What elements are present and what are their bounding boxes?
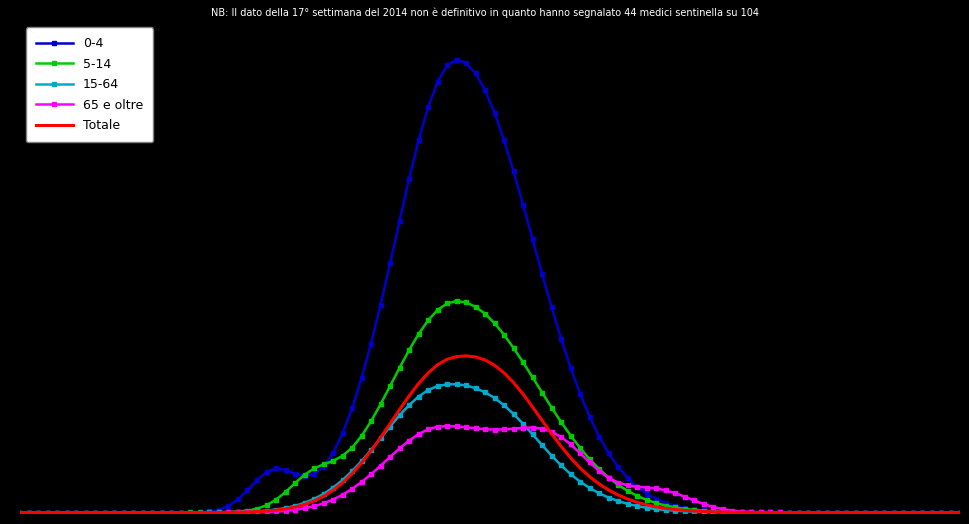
Text: NB: Il dato della 17° settimana del 2014 non è definitivo in quanto hanno segnal: NB: Il dato della 17° settimana del 2014… bbox=[211, 8, 758, 18]
Legend: 0-4, 5-14, 15-64, 65 e oltre, Totale: 0-4, 5-14, 15-64, 65 e oltre, Totale bbox=[25, 27, 153, 142]
Totale bbox=[460, 353, 472, 359]
0-4 bbox=[232, 496, 243, 503]
0-4 bbox=[507, 168, 518, 174]
Totale bbox=[916, 509, 927, 516]
Totale bbox=[14, 509, 25, 516]
Totale bbox=[232, 509, 243, 516]
5-14 bbox=[194, 509, 205, 516]
5-14 bbox=[583, 456, 595, 462]
15-64 bbox=[953, 509, 965, 516]
5-14 bbox=[14, 509, 25, 516]
Line: 15-64: 15-64 bbox=[17, 383, 961, 514]
Totale bbox=[507, 379, 518, 386]
0-4 bbox=[583, 414, 595, 420]
0-4 bbox=[14, 509, 25, 516]
Line: 65 e oltre: 65 e oltre bbox=[17, 424, 961, 514]
0-4 bbox=[887, 509, 898, 516]
15-64 bbox=[583, 485, 595, 491]
65 e oltre bbox=[232, 509, 243, 516]
65 e oltre bbox=[916, 509, 927, 516]
65 e oltre bbox=[953, 509, 965, 516]
Line: Totale: Totale bbox=[19, 356, 959, 512]
15-64 bbox=[194, 509, 205, 516]
15-64 bbox=[14, 509, 25, 516]
Line: 0-4: 0-4 bbox=[17, 58, 961, 514]
65 e oltre bbox=[887, 509, 898, 516]
Totale bbox=[887, 509, 898, 516]
Totale bbox=[583, 474, 595, 480]
Totale bbox=[194, 509, 205, 516]
5-14 bbox=[507, 345, 518, 351]
0-4 bbox=[916, 509, 927, 516]
15-64 bbox=[507, 411, 518, 417]
0-4 bbox=[953, 509, 965, 516]
15-64 bbox=[887, 509, 898, 516]
5-14 bbox=[232, 508, 243, 515]
5-14 bbox=[451, 298, 462, 304]
65 e oltre bbox=[194, 509, 205, 516]
15-64 bbox=[916, 509, 927, 516]
5-14 bbox=[887, 509, 898, 516]
65 e oltre bbox=[441, 423, 453, 429]
0-4 bbox=[194, 509, 205, 515]
15-64 bbox=[451, 381, 462, 387]
5-14 bbox=[916, 509, 927, 516]
65 e oltre bbox=[507, 425, 518, 432]
15-64 bbox=[232, 509, 243, 515]
5-14 bbox=[953, 509, 965, 516]
Totale bbox=[953, 509, 965, 516]
65 e oltre bbox=[583, 459, 595, 465]
0-4 bbox=[451, 57, 462, 63]
Line: 5-14: 5-14 bbox=[17, 299, 961, 514]
65 e oltre bbox=[14, 509, 25, 516]
